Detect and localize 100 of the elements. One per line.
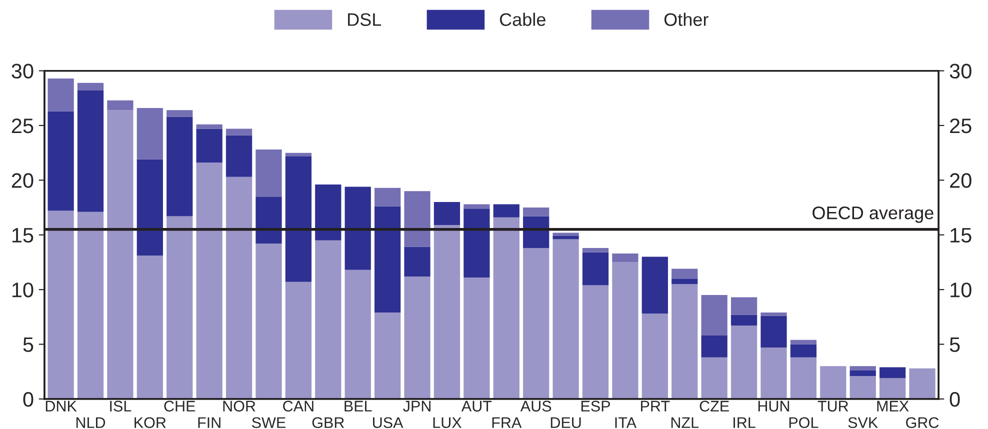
y2-tick-label: 30 — [950, 64, 972, 79]
bar — [850, 376, 876, 399]
bar — [404, 246, 430, 276]
y-tick-label: 0 — [23, 392, 34, 407]
y-tick-label: 30 — [12, 64, 34, 79]
x-tick-label: IRL — [734, 417, 756, 428]
bar — [196, 124, 222, 129]
bar — [612, 262, 638, 399]
x-tick-label: NZL — [671, 417, 699, 428]
bar — [77, 82, 104, 90]
bar — [285, 156, 312, 282]
x-tick-label: CAN — [283, 400, 314, 412]
bar — [136, 159, 163, 256]
y-tick-label: 10 — [12, 282, 34, 298]
x-tick-label: MEX — [877, 400, 909, 412]
bar — [285, 152, 312, 156]
bar — [344, 186, 371, 270]
x-tick-label: SVK — [848, 417, 878, 428]
bar — [701, 295, 728, 336]
bar — [166, 116, 193, 216]
bar — [315, 240, 342, 399]
bar — [107, 110, 134, 399]
bar — [672, 278, 698, 284]
y-tick-label: 5 — [23, 337, 34, 352]
bar — [820, 366, 846, 399]
x-tick-label: FRA — [492, 417, 522, 428]
bar — [374, 312, 401, 399]
bar — [107, 100, 134, 110]
y2-tick-label: 20 — [950, 173, 972, 188]
x-tick-label: AUT — [461, 400, 492, 412]
bar — [672, 268, 698, 279]
x-tick-label: DNK — [46, 400, 77, 412]
bar — [701, 336, 728, 358]
bar — [879, 367, 906, 378]
x-tick-label: NOR — [223, 400, 256, 412]
ref-line-label: OECD average — [812, 206, 934, 223]
y-tick-label: 25 — [12, 118, 34, 134]
x-tick-label: ITA — [615, 417, 636, 428]
x-tick-label: NLD — [76, 417, 106, 428]
x-tick-label: HUN — [758, 400, 790, 412]
bar — [642, 314, 668, 399]
x-tick-label: ESP — [581, 400, 610, 412]
bar — [879, 378, 906, 399]
x-tick-label: GBR — [312, 417, 344, 428]
bar — [226, 128, 252, 136]
bar — [701, 357, 728, 399]
x-tick-label: TUR — [818, 400, 848, 412]
bar — [48, 210, 74, 399]
x-tick-label: CHE — [164, 400, 196, 412]
bar — [612, 253, 638, 262]
bar — [523, 208, 550, 216]
bar — [464, 278, 490, 399]
bar — [552, 232, 579, 236]
bar — [790, 344, 817, 358]
x-tick-label: BEL — [344, 400, 372, 412]
bar — [493, 204, 520, 218]
bar — [256, 244, 282, 399]
bar — [344, 270, 371, 399]
bar — [730, 314, 758, 326]
bar — [136, 256, 163, 399]
bar — [434, 225, 460, 399]
bar — [48, 111, 74, 211]
x-tick-label: ISL — [110, 400, 132, 412]
bar — [582, 285, 609, 399]
bar — [790, 357, 817, 399]
bar — [493, 217, 520, 399]
bar — [909, 368, 936, 399]
bar — [315, 184, 342, 240]
x-tick-label: JPN — [403, 400, 430, 412]
bar — [642, 256, 668, 314]
x-tick-label: PRT — [641, 400, 670, 412]
x-tick-label: POL — [789, 417, 818, 428]
bar — [404, 191, 430, 247]
x-tick-label: LUX — [433, 417, 462, 428]
bar — [226, 135, 252, 177]
bar — [226, 176, 252, 399]
bar — [760, 312, 787, 316]
bar — [582, 252, 609, 286]
bar — [256, 150, 282, 197]
bar — [166, 216, 193, 399]
x-tick-label: DEU — [550, 417, 581, 428]
bar — [760, 348, 787, 399]
bar — [464, 208, 490, 278]
legend-label: Other — [664, 12, 708, 26]
y2-tick-label: 10 — [950, 282, 972, 298]
bar — [434, 202, 460, 226]
bar — [850, 370, 876, 376]
bar — [730, 326, 758, 399]
bar — [77, 90, 104, 212]
y-tick-label: 15 — [12, 228, 34, 243]
bar — [523, 248, 550, 399]
bar — [196, 162, 222, 399]
y2-tick-label: 0 — [950, 392, 960, 407]
bar — [730, 297, 758, 315]
bar — [166, 110, 193, 117]
bar — [404, 276, 430, 399]
bar — [552, 239, 579, 399]
x-tick-label: AUS — [520, 400, 552, 412]
x-tick-label: KOR — [134, 417, 166, 428]
bar — [552, 236, 579, 240]
